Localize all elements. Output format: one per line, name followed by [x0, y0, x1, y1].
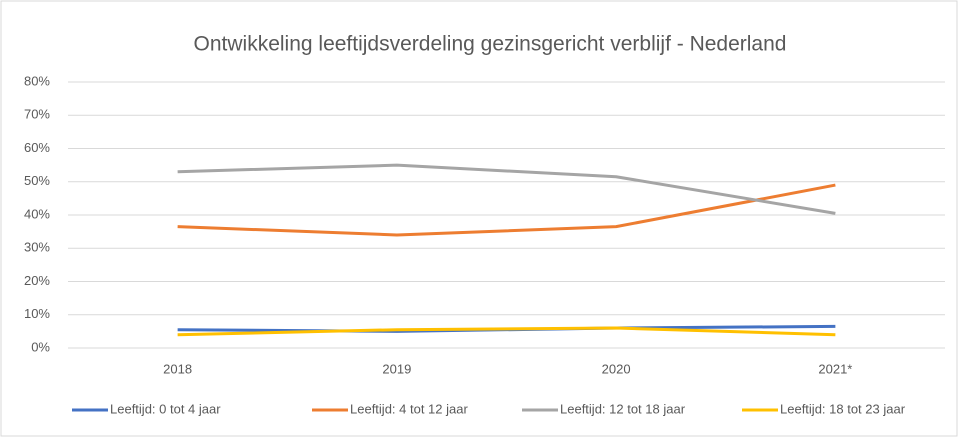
y-tick-label: 70%: [24, 107, 50, 122]
y-tick-label: 50%: [24, 173, 50, 188]
line-series: [177, 163, 836, 215]
y-tick-label: 30%: [24, 240, 50, 255]
line-series: [177, 183, 836, 237]
x-tick-label: 2019: [382, 361, 411, 376]
chart-title: Ontwikkeling leeftijdsverdeling gezinsge…: [194, 33, 787, 56]
legend-label: Leeftijd: 4 tot 12 jaar: [350, 401, 468, 416]
y-tick-label: 60%: [24, 140, 50, 155]
legend-label: Leeftijd: 12 tot 18 jaar: [560, 401, 686, 416]
x-tick-label: 2018: [163, 361, 192, 376]
legend-label: Leeftijd: 0 tot 4 jaar: [110, 401, 221, 416]
legend-label: Leeftijd: 18 tot 23 jaar: [780, 401, 906, 416]
y-tick-label: 80%: [24, 73, 50, 88]
y-tick-label: 0%: [31, 339, 50, 354]
x-tick-label: 2021*: [818, 361, 852, 376]
line-series: [177, 326, 836, 337]
x-tick-label: 2020: [602, 361, 631, 376]
y-tick-label: 20%: [24, 273, 50, 288]
y-tick-label: 10%: [24, 306, 50, 321]
y-tick-label: 40%: [24, 206, 50, 221]
